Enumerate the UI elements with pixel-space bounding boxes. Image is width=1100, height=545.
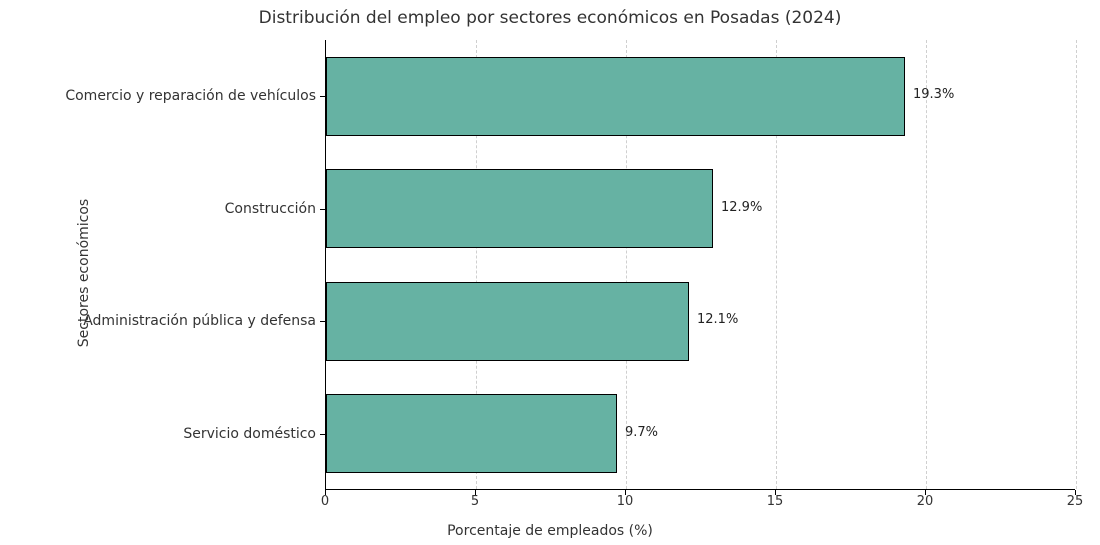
- x-tick-label: 0: [321, 494, 329, 509]
- y-tick-mark: [320, 321, 325, 322]
- chart-container: Distribución del empleo por sectores eco…: [0, 0, 1100, 545]
- bar: [326, 57, 905, 136]
- x-tick-label: 25: [1067, 494, 1084, 509]
- y-tick-mark: [320, 96, 325, 97]
- x-tick-label: 5: [471, 494, 479, 509]
- bar: [326, 394, 617, 473]
- y-tick-label: Servicio doméstico: [183, 426, 316, 442]
- bar-value-label: 9.7%: [625, 425, 658, 440]
- y-tick-label: Administración pública y defensa: [83, 313, 316, 329]
- x-axis-label: Porcentaje de empleados (%): [0, 523, 1100, 539]
- bar: [326, 169, 713, 248]
- x-tick-label: 15: [767, 494, 784, 509]
- y-tick-mark: [320, 434, 325, 435]
- bar-value-label: 19.3%: [913, 87, 954, 102]
- bar-value-label: 12.9%: [721, 200, 762, 215]
- grid-line: [926, 40, 927, 489]
- y-tick-label: Construcción: [225, 201, 316, 217]
- bar-value-label: 12.1%: [697, 312, 738, 327]
- plot-area: 19.3% 12.9% 12.1% 9.7%: [325, 40, 1075, 490]
- y-tick-mark: [320, 209, 325, 210]
- x-tick-label: 20: [917, 494, 934, 509]
- x-tick-label: 10: [617, 494, 634, 509]
- y-tick-label: Comercio y reparación de vehículos: [65, 88, 316, 104]
- bar: [326, 282, 689, 361]
- chart-title: Distribución del empleo por sectores eco…: [0, 8, 1100, 28]
- grid-line: [1076, 40, 1077, 489]
